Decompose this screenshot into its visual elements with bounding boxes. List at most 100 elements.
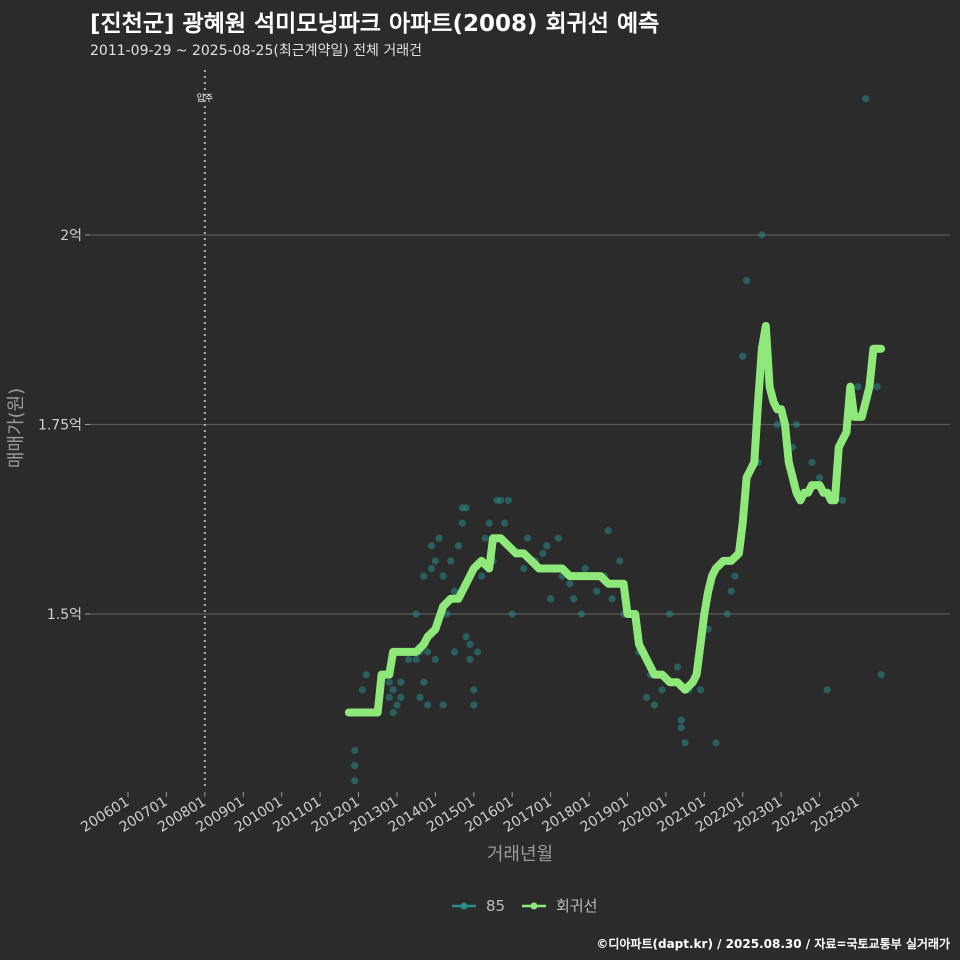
scatter-point bbox=[854, 383, 862, 391]
y-axis: 1.5억 1.75억 2억 bbox=[38, 228, 90, 623]
scatter-point bbox=[520, 564, 528, 573]
scatter-point bbox=[389, 708, 397, 717]
scatter-point bbox=[658, 686, 666, 694]
scatter-point bbox=[462, 633, 470, 641]
scatter-point bbox=[397, 693, 405, 701]
scatter-point bbox=[485, 519, 493, 527]
scatter-point bbox=[815, 473, 824, 482]
scatter-point bbox=[466, 655, 474, 664]
scatter-point bbox=[554, 534, 562, 542]
scatter-point bbox=[397, 678, 405, 686]
y-tick-label: 1.5억 bbox=[47, 607, 82, 623]
scatter-point bbox=[758, 231, 766, 239]
legend-item-regression: 회귀선 bbox=[522, 897, 597, 915]
x-axis: 2006012007012008012009012010012011012012… bbox=[78, 792, 862, 836]
x-axis-title: 거래년월 bbox=[487, 844, 553, 865]
scatter-point bbox=[458, 519, 466, 527]
scatter-point bbox=[470, 701, 478, 709]
scatter-point bbox=[739, 352, 747, 360]
scatter-point bbox=[389, 686, 397, 694]
scatter-point bbox=[504, 496, 512, 504]
scatter-point bbox=[523, 534, 532, 542]
scatter-point bbox=[808, 458, 816, 466]
scatter-point bbox=[677, 724, 685, 732]
scatter-series-85 bbox=[351, 94, 885, 785]
scatter-point bbox=[497, 496, 505, 504]
scatter-point bbox=[481, 534, 489, 542]
scatter-point bbox=[608, 595, 616, 603]
scatter-point bbox=[427, 542, 436, 550]
scatter-point bbox=[447, 557, 455, 565]
scatter-point bbox=[358, 686, 366, 694]
regression-series bbox=[344, 322, 886, 717]
legend-label: 회귀선 bbox=[556, 897, 597, 915]
scatter-point bbox=[547, 595, 555, 603]
scatter-point bbox=[424, 648, 432, 656]
scatter-point bbox=[351, 746, 359, 755]
footer-credit: ©디아파트(dapt.kr) / 2025.08.30 / 자료=국토교통부 실… bbox=[596, 937, 950, 951]
scatter-point bbox=[470, 686, 478, 694]
scatter-point bbox=[581, 564, 589, 573]
scatter-point bbox=[477, 572, 486, 580]
chart-subtitle: 2011-09-29 ~ 2025-08-25(최근계약일) 전체 거래건 bbox=[90, 43, 422, 59]
scatter-point bbox=[412, 655, 420, 664]
scatter-point bbox=[412, 610, 420, 618]
scatter-point bbox=[431, 557, 439, 565]
scatter-point bbox=[450, 648, 459, 656]
scatter-point bbox=[462, 504, 470, 512]
scatter-point bbox=[696, 686, 705, 694]
scatter-point bbox=[566, 580, 574, 588]
scatter-point bbox=[731, 572, 739, 580]
scatter-point bbox=[385, 693, 393, 701]
scatter-point bbox=[439, 572, 447, 580]
legend: 85 회귀선 bbox=[452, 897, 597, 915]
scatter-point bbox=[404, 655, 413, 664]
scatter-point bbox=[450, 587, 459, 595]
y-tick-label: 2억 bbox=[60, 228, 82, 244]
scatter-point bbox=[604, 527, 612, 535]
scatter-point bbox=[616, 557, 624, 565]
scatter-point bbox=[792, 420, 801, 429]
scatter-point bbox=[474, 648, 482, 656]
legend-swatch-dot bbox=[460, 902, 468, 910]
move-in-label: 입주 bbox=[197, 92, 214, 104]
scatter-point bbox=[435, 534, 443, 542]
scatter-point bbox=[543, 542, 551, 550]
scatter-point bbox=[424, 701, 432, 709]
scatter-point bbox=[673, 663, 682, 671]
scatter-point bbox=[877, 671, 885, 679]
scatter-point bbox=[439, 701, 447, 709]
scatter-point bbox=[727, 587, 735, 595]
scatter-point bbox=[431, 655, 439, 664]
scatter-point bbox=[508, 610, 516, 618]
scatter-point bbox=[351, 762, 359, 770]
scatter-point bbox=[420, 678, 428, 686]
scatter-point bbox=[677, 716, 685, 724]
scatter-point bbox=[742, 276, 751, 285]
scatter-point bbox=[466, 640, 474, 648]
scatter-point bbox=[385, 678, 393, 686]
move-in-line: 입주 bbox=[197, 70, 214, 790]
y-axis-title: 매매가(원) bbox=[6, 388, 27, 468]
scatter-point bbox=[666, 610, 674, 618]
legend-item-price85: 85 bbox=[452, 897, 505, 915]
scatter-point bbox=[351, 777, 359, 785]
legend-swatch-dot bbox=[530, 902, 538, 910]
legend-label: 85 bbox=[486, 897, 505, 915]
y-tick-label: 1.75억 bbox=[38, 418, 82, 434]
scatter-point bbox=[681, 739, 689, 747]
scatter-point bbox=[773, 420, 781, 429]
gridlines bbox=[90, 234, 950, 615]
scatter-point bbox=[416, 693, 424, 701]
scatter-point bbox=[454, 542, 463, 550]
scatter-point bbox=[593, 587, 601, 595]
scatter-point bbox=[712, 739, 720, 747]
scatter-point bbox=[570, 595, 578, 603]
scatter-point bbox=[420, 572, 428, 580]
scatter-point bbox=[539, 549, 547, 557]
scatter-point bbox=[577, 610, 585, 618]
scatter-point bbox=[393, 701, 401, 709]
scatter-point bbox=[823, 686, 831, 694]
scatter-point bbox=[362, 671, 370, 679]
